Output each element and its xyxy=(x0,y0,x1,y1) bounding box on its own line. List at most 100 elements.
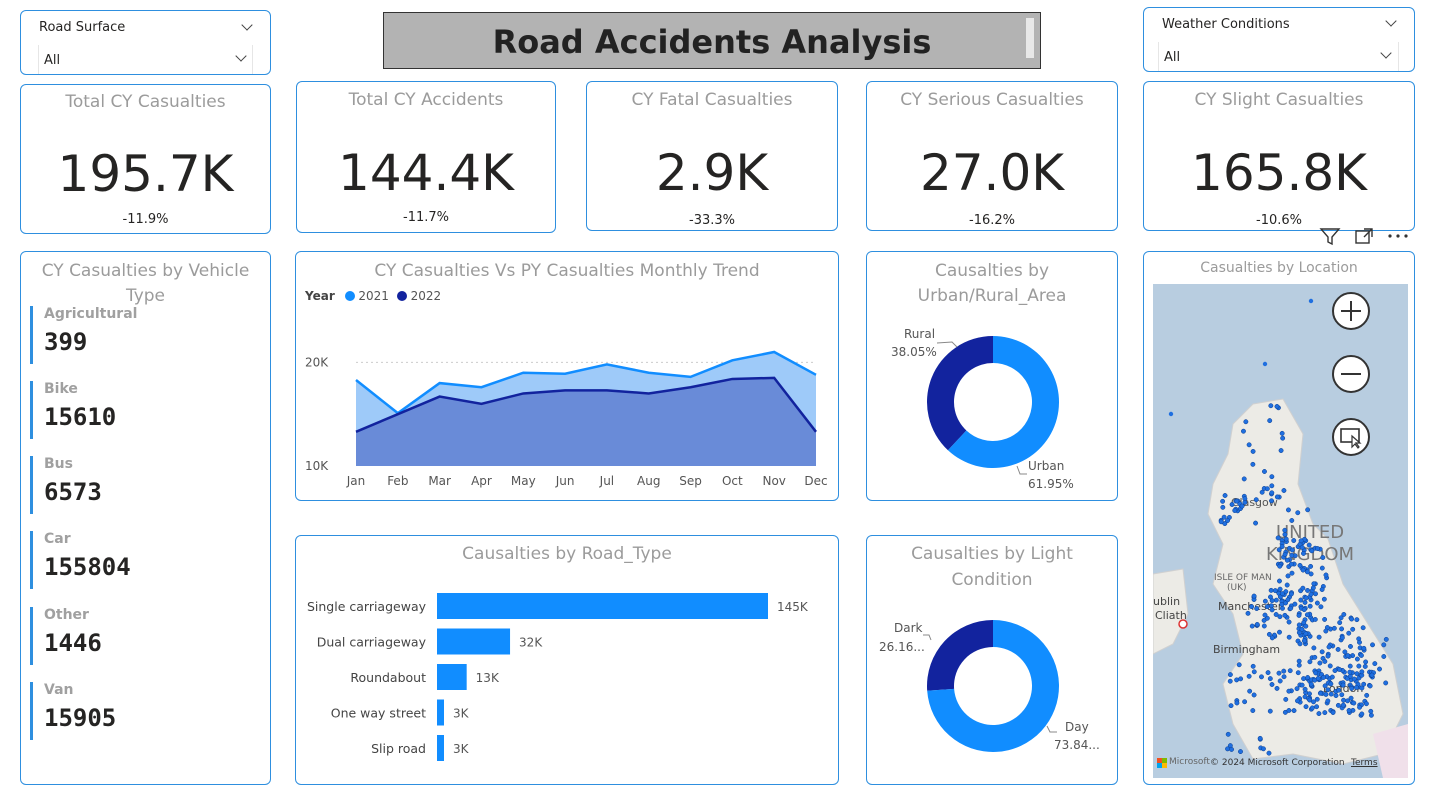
chevron-down-icon[interactable] xyxy=(235,50,247,62)
location-dot xyxy=(1322,683,1328,689)
bar-value-label: 3K xyxy=(453,742,470,756)
road-surface-dropdown[interactable]: All xyxy=(38,45,253,74)
location-dot xyxy=(1303,595,1309,601)
location-dot xyxy=(1286,708,1292,713)
legend-dot-2022 xyxy=(396,291,407,301)
vehicle-item: Van 15905 xyxy=(30,682,260,740)
location-dot xyxy=(1266,631,1272,637)
location-dot xyxy=(1346,630,1352,636)
kpi-value: 165.8K xyxy=(1191,144,1367,202)
location-dot xyxy=(1372,661,1378,667)
location-dot xyxy=(1254,621,1260,627)
more-options-icon[interactable] xyxy=(1386,226,1410,246)
location-dot xyxy=(1286,688,1292,694)
chevron-down-icon[interactable] xyxy=(1380,47,1392,59)
x-tick-label: Nov xyxy=(762,474,785,488)
location-dot xyxy=(1314,704,1320,710)
location-dot xyxy=(1269,635,1275,641)
filter-icon[interactable] xyxy=(1319,226,1341,246)
location-dot xyxy=(1277,586,1283,592)
location-dot xyxy=(1225,746,1231,752)
map-title: Casualties by Location xyxy=(1200,260,1358,276)
location-dot xyxy=(1282,532,1288,537)
kpi-card-slight[interactable]: CY Slight Casualties 165.8K -10.6% xyxy=(1143,81,1415,231)
bar-category-label: Single carriageway xyxy=(307,599,427,614)
dublin-marker xyxy=(1178,619,1188,629)
map-terms-link[interactable]: Terms xyxy=(1351,758,1378,768)
location-dot xyxy=(1361,645,1367,651)
location-dot xyxy=(1241,476,1247,482)
urban-rural-card[interactable]: Causalties by Urban/Rural_Area Rural 38.… xyxy=(866,251,1118,501)
location-dot xyxy=(1304,612,1310,618)
light-condition-donut[interactable] xyxy=(867,536,1117,784)
kpi-title: Total CY Casualties xyxy=(65,92,226,112)
vehicle-type-card[interactable]: CY Casualties by Vehicle Type Agricultur… xyxy=(20,251,271,785)
location-dot xyxy=(1347,669,1353,675)
kpi-card-total-casualties[interactable]: Total CY Casualties 195.7K -11.9% xyxy=(20,84,271,234)
urban-rural-donut[interactable] xyxy=(867,252,1117,500)
location-dot xyxy=(1262,469,1267,474)
location-dot xyxy=(1259,674,1264,680)
urban-title-line2: Urban/Rural_Area xyxy=(917,286,1067,306)
day-label: Day xyxy=(1065,720,1089,734)
location-dot xyxy=(1342,649,1348,655)
weather-dropdown[interactable]: All xyxy=(1158,42,1399,71)
location-dot xyxy=(1236,662,1242,668)
zoom-out-button[interactable] xyxy=(1332,355,1370,393)
kpi-card-total-accidents[interactable]: Total CY Accidents 144.4K -11.7% xyxy=(296,81,556,233)
location-map-card[interactable]: Casualties by Location UNITED KINGDOM Gl… xyxy=(1143,251,1415,785)
location-dot xyxy=(1298,597,1304,603)
road-type-bar-chart[interactable]: Single carriageway 145K Dual carriageway 32… xyxy=(296,536,838,784)
location-dot xyxy=(1314,696,1320,702)
zoom-in-button[interactable] xyxy=(1332,292,1370,330)
x-tick-label: Apr xyxy=(471,474,492,488)
series-area-2022 xyxy=(356,377,816,466)
location-dot xyxy=(1276,670,1282,676)
chevron-down-icon[interactable] xyxy=(241,19,253,31)
location-dot xyxy=(1322,710,1328,716)
title-scrollbar[interactable] xyxy=(1026,18,1034,58)
donut-slice-rural xyxy=(927,336,993,451)
location-dot xyxy=(1320,555,1326,560)
location-dot xyxy=(1351,700,1357,706)
location-dot xyxy=(1289,570,1295,576)
location-dot xyxy=(1339,692,1345,698)
light-condition-card[interactable]: Causalties by Light Condition Dark 26.16… xyxy=(866,535,1118,785)
location-dot xyxy=(1269,483,1275,489)
location-dot xyxy=(1340,682,1346,688)
series-line-2021 xyxy=(355,350,817,415)
light-title-line2: Condition xyxy=(951,570,1033,590)
location-dot xyxy=(1310,585,1316,591)
location-dot xyxy=(1269,474,1275,480)
kpi-card-serious[interactable]: CY Serious Casualties 27.0K -16.2% xyxy=(866,81,1118,231)
location-dot xyxy=(1285,507,1291,513)
road-surface-slicer[interactable]: Road Surface All xyxy=(20,10,271,75)
weather-slicer[interactable]: Weather Conditions All xyxy=(1143,7,1415,72)
road-type-card[interactable]: Causalties by Road_Type Single carriagew… xyxy=(295,535,839,785)
map-canvas[interactable]: UNITED KINGDOM Glasgow ISLE OF MAN (UK) … xyxy=(1153,284,1408,778)
x-tick-label: Sep xyxy=(679,474,702,488)
kpi-card-fatal[interactable]: CY Fatal Casualties 2.9K -33.3% xyxy=(586,81,838,231)
chevron-down-icon[interactable] xyxy=(1385,15,1397,27)
location-dot xyxy=(1338,615,1344,621)
location-dot xyxy=(1287,668,1293,674)
bar xyxy=(437,628,511,655)
trend-chart-card[interactable]: CY Casualties Vs PY Casualties Monthly T… xyxy=(295,251,839,501)
location-dot xyxy=(1279,544,1285,550)
map-label-isle2: (UK) xyxy=(1227,583,1247,593)
kpi-value: 2.9K xyxy=(655,144,769,202)
ms-logo-part xyxy=(1157,763,1162,768)
location-dot xyxy=(1274,404,1280,409)
location-dot xyxy=(1289,547,1295,553)
location-dot xyxy=(1249,604,1255,610)
vehicle-value: 15610 xyxy=(44,403,117,431)
focus-mode-icon[interactable] xyxy=(1353,226,1375,246)
vehicle-label: Car xyxy=(44,531,71,547)
location-dot xyxy=(1267,676,1273,682)
select-area-button[interactable] xyxy=(1332,418,1370,456)
minus-icon xyxy=(1341,373,1361,375)
location-dot xyxy=(1228,703,1234,709)
ms-logo-part xyxy=(1157,758,1162,763)
trend-area-chart[interactable]: 10K 20K Jan Feb Mar Apr May Jun Jul Aug Sep Oct Nov D… xyxy=(296,252,838,500)
x-tick-label: Jun xyxy=(555,474,575,488)
